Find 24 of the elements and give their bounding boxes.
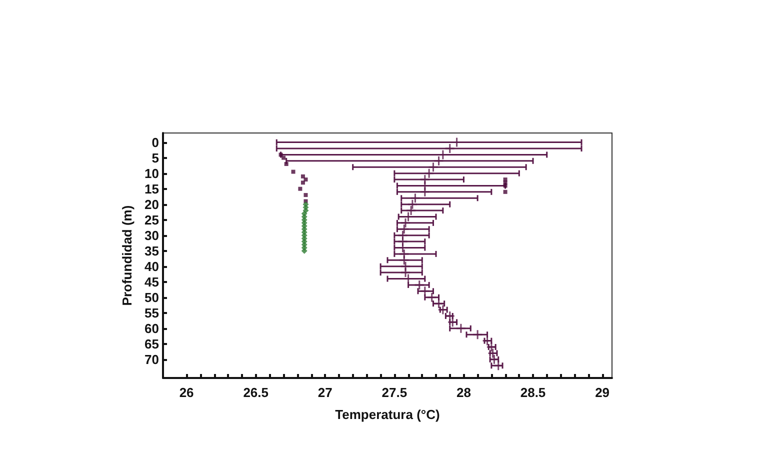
y-tick-label: 45: [144, 274, 159, 290]
x-tick-label: 28.5: [520, 385, 546, 400]
y-tick-label: 10: [144, 166, 159, 181]
x-tick-label: 29: [595, 385, 610, 400]
y-tick-label: 50: [144, 290, 159, 305]
y-tick-label: 40: [144, 258, 159, 274]
x-tick-label: 26: [179, 385, 194, 400]
y-tick-label: 30: [144, 228, 159, 243]
y-tick-label: 0: [152, 134, 159, 150]
y-axis-title: Profundidad (m): [120, 205, 135, 306]
y-tick-label: 35: [144, 243, 159, 258]
y-tick-label: 15: [144, 181, 159, 196]
x-tick-label: 28: [456, 385, 471, 400]
y-tick-label: 55: [144, 305, 159, 320]
y-tick-label: 20: [144, 196, 159, 212]
x-tick-label: 27.5: [382, 385, 408, 400]
y-tick-label: 5: [152, 150, 159, 166]
y-tick-label: 25: [144, 212, 159, 228]
y-tick-label: 70: [144, 352, 159, 367]
y-tick-label: 65: [144, 336, 159, 352]
x-tick-label: 27: [318, 385, 332, 400]
x-tick-label: 26.5: [243, 385, 269, 400]
y-tick-label: 60: [144, 320, 159, 336]
x-axis-title: Temperatura (°C): [335, 407, 440, 422]
